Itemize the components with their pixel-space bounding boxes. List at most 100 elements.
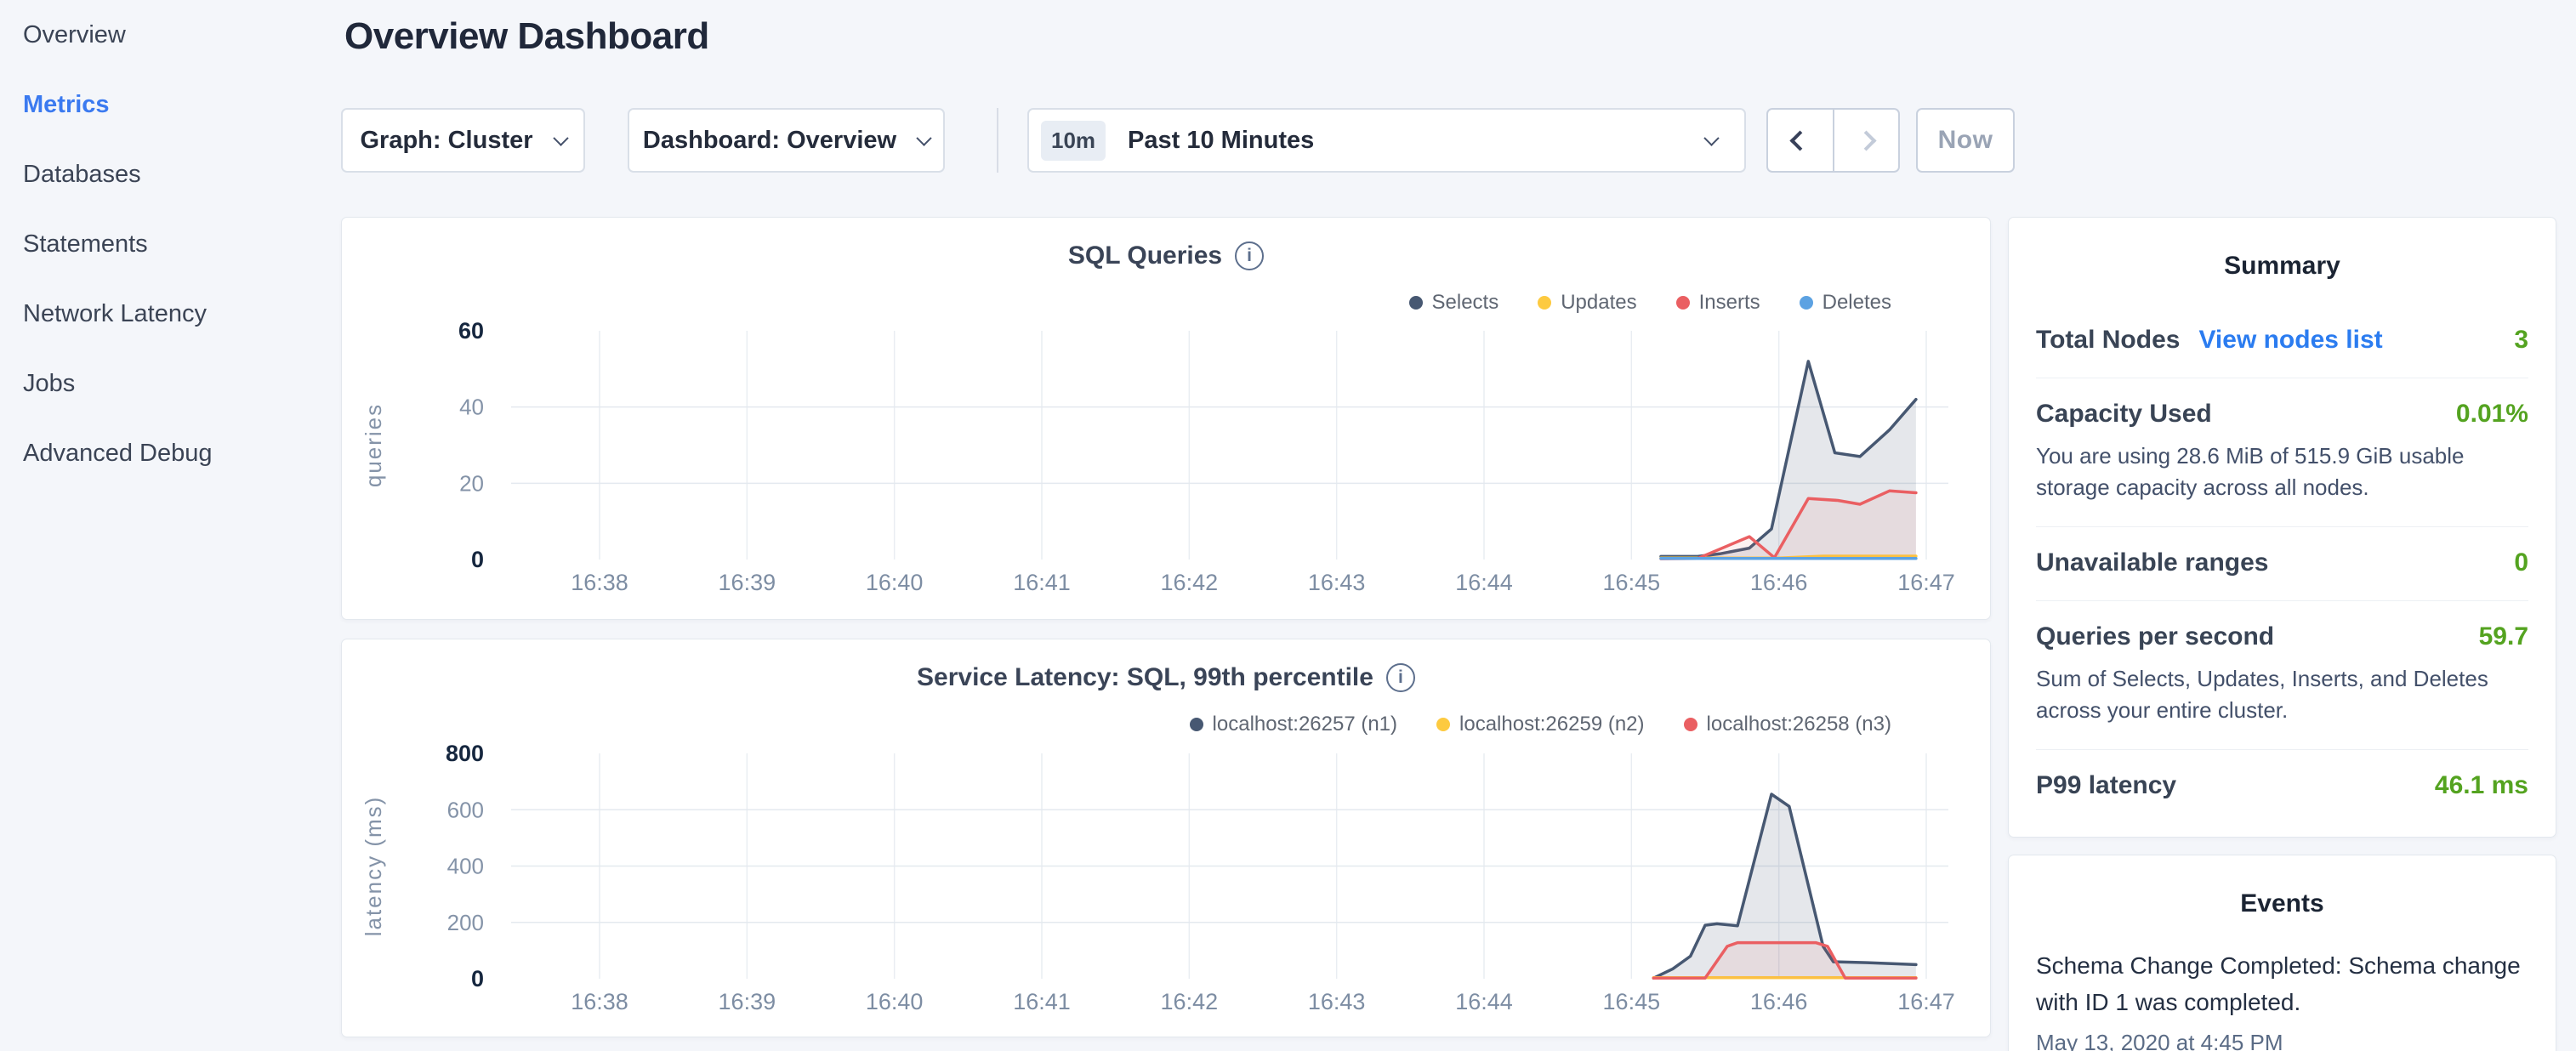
svg-text:16:40: 16:40 <box>866 570 924 595</box>
summary-rows: Total Nodes View nodes list 3 Capacity U… <box>2036 304 2528 823</box>
deletes-dot-icon <box>1800 296 1813 310</box>
sidebar-item-metrics[interactable]: Metrics <box>23 70 340 139</box>
time-step-back-button[interactable] <box>1768 110 1834 171</box>
summary-row-value: 46.1 ms <box>2435 771 2528 800</box>
chevron-down-icon <box>553 130 568 145</box>
summary-row-label: Total Nodes <box>2036 326 2180 355</box>
legend-label: localhost:26259 (n2) <box>1459 713 1644 736</box>
view-nodes-list-link[interactable]: View nodes list <box>2198 326 2382 355</box>
chevron-down-icon <box>1703 130 1719 145</box>
selects-dot-icon <box>1409 296 1423 310</box>
sql-queries-legend: Selects Updates Inserts Deletes <box>1409 291 1892 315</box>
chevron-left-icon <box>1790 130 1811 151</box>
svg-text:16:39: 16:39 <box>719 570 776 595</box>
svg-text:0: 0 <box>471 966 484 991</box>
summary-row-value: 3 <box>2514 326 2528 355</box>
svg-text:16:47: 16:47 <box>1897 570 1955 595</box>
n3-dot-icon <box>1684 718 1697 731</box>
summary-row-unavailable-ranges: Unavailable ranges 0 <box>2036 527 2528 601</box>
summary-row-queries-per-second: Queries per second 59.7 Sum of Selects, … <box>2036 601 2528 750</box>
sidebar: Overview Metrics Databases Statements Ne… <box>0 0 340 1051</box>
svg-text:600: 600 <box>447 797 484 822</box>
now-button[interactable]: Now <box>1916 108 2015 173</box>
svg-text:16:44: 16:44 <box>1455 570 1513 595</box>
svg-text:queries: queries <box>361 403 386 487</box>
summary-row-label: Capacity Used <box>2036 400 2212 429</box>
inserts-dot-icon <box>1676 296 1690 310</box>
legend-item-n2[interactable]: localhost:26259 (n2) <box>1436 713 1644 736</box>
legend-label: Selects <box>1432 291 1499 315</box>
service-latency-legend: localhost:26257 (n1) localhost:26259 (n2… <box>1190 713 1891 736</box>
time-range-label: Past 10 Minutes <box>1128 127 1684 155</box>
svg-text:16:39: 16:39 <box>719 989 776 1014</box>
legend-item-inserts[interactable]: Inserts <box>1676 291 1760 315</box>
sidebar-item-databases[interactable]: Databases <box>23 139 340 209</box>
svg-text:16:46: 16:46 <box>1750 989 1808 1014</box>
svg-text:16:41: 16:41 <box>1013 570 1071 595</box>
legend-item-updates[interactable]: Updates <box>1538 291 1636 315</box>
service-latency-plot[interactable]: 16:3816:3916:4016:4116:4216:4316:4416:45… <box>342 741 1992 1035</box>
svg-text:16:42: 16:42 <box>1161 989 1219 1014</box>
time-range-dropdown[interactable]: 10m Past 10 Minutes <box>1027 108 1746 173</box>
svg-text:200: 200 <box>447 910 484 935</box>
legend-label: localhost:26257 (n1) <box>1213 713 1397 736</box>
svg-text:16:38: 16:38 <box>571 570 628 595</box>
svg-text:20: 20 <box>459 470 484 496</box>
time-step-forward-button[interactable] <box>1834 110 1899 171</box>
time-range-badge: 10m <box>1041 121 1106 161</box>
summary-title: Summary <box>2036 218 2528 281</box>
sql-queries-chart-card: SQL Queries i Selects Updates Inserts De… <box>341 217 1991 620</box>
svg-text:800: 800 <box>446 741 484 766</box>
sql-queries-title-row: SQL Queries i <box>342 241 1990 270</box>
chevron-right-icon <box>1856 130 1876 151</box>
legend-item-n1[interactable]: localhost:26257 (n1) <box>1190 713 1397 736</box>
svg-text:40: 40 <box>459 395 484 420</box>
info-icon[interactable]: i <box>1235 241 1264 270</box>
legend-label: Inserts <box>1699 291 1760 315</box>
chevron-down-icon <box>916 130 931 145</box>
events-panel: Events Schema Change Completed: Schema c… <box>2008 855 2556 1051</box>
svg-text:16:45: 16:45 <box>1603 570 1661 595</box>
svg-text:16:38: 16:38 <box>571 989 628 1014</box>
n1-dot-icon <box>1190 718 1203 731</box>
svg-text:16:45: 16:45 <box>1603 989 1661 1014</box>
svg-text:16:40: 16:40 <box>866 989 924 1014</box>
legend-item-n3[interactable]: localhost:26258 (n3) <box>1684 713 1891 736</box>
dashboard-dropdown[interactable]: Dashboard: Overview <box>628 108 945 173</box>
graph-scope-dropdown-label: Graph: Cluster <box>360 127 532 155</box>
service-latency-chart-card: Service Latency: SQL, 99th percentile i … <box>341 639 1991 1037</box>
toolbar-divider <box>997 108 998 173</box>
event-message: Schema Change Completed: Schema change w… <box>2036 947 2528 1021</box>
sidebar-item-advanced-debug[interactable]: Advanced Debug <box>23 418 340 488</box>
dashboard-dropdown-label: Dashboard: Overview <box>643 127 896 155</box>
legend-item-deletes[interactable]: Deletes <box>1800 291 1891 315</box>
service-latency-chart-title: Service Latency: SQL, 99th percentile <box>917 663 1373 692</box>
now-button-label: Now <box>1938 126 1993 155</box>
summary-row-label: Unavailable ranges <box>2036 548 2268 577</box>
time-step-button-group <box>1766 108 1900 173</box>
sidebar-item-overview[interactable]: Overview <box>23 0 340 70</box>
sidebar-item-jobs[interactable]: Jobs <box>23 349 340 418</box>
summary-row-capacity-used: Capacity Used 0.01% You are using 28.6 M… <box>2036 378 2528 527</box>
legend-label: Updates <box>1561 291 1636 315</box>
sql-queries-plot[interactable]: 16:3816:3916:4016:4116:4216:4316:4416:45… <box>342 320 1992 609</box>
svg-text:0: 0 <box>471 547 484 572</box>
event-item[interactable]: Schema Change Completed: Schema change w… <box>2036 947 2528 1051</box>
summary-row-value: 0 <box>2514 548 2528 577</box>
sidebar-item-network-latency[interactable]: Network Latency <box>23 279 340 349</box>
summary-row-label: P99 latency <box>2036 771 2176 800</box>
summary-row-value: 0.01% <box>2456 400 2528 429</box>
page-title: Overview Dashboard <box>344 15 709 58</box>
legend-label: Deletes <box>1823 291 1891 315</box>
updates-dot-icon <box>1538 296 1551 310</box>
summary-row-value: 59.7 <box>2479 622 2528 651</box>
svg-text:latency (ms): latency (ms) <box>361 796 386 937</box>
svg-text:400: 400 <box>447 854 484 879</box>
graph-scope-dropdown[interactable]: Graph: Cluster <box>341 108 585 173</box>
svg-text:16:43: 16:43 <box>1308 989 1366 1014</box>
info-icon[interactable]: i <box>1386 663 1415 692</box>
svg-text:16:41: 16:41 <box>1013 989 1071 1014</box>
legend-item-selects[interactable]: Selects <box>1409 291 1499 315</box>
sidebar-item-statements[interactable]: Statements <box>23 209 340 279</box>
svg-text:16:46: 16:46 <box>1750 570 1808 595</box>
